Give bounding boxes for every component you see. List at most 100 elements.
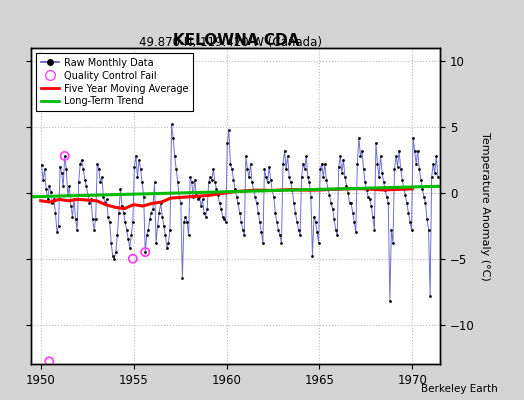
Point <box>206 174 214 180</box>
Point <box>322 176 331 183</box>
Point <box>47 188 55 195</box>
Point <box>262 174 270 180</box>
Point <box>257 229 266 236</box>
Point <box>302 153 310 159</box>
Point <box>163 245 171 251</box>
Point <box>73 226 81 233</box>
Legend: Raw Monthly Data, Quality Control Fail, Five Year Moving Average, Long-Term Tren: Raw Monthly Data, Quality Control Fail, … <box>36 53 193 111</box>
Point <box>412 161 420 167</box>
Point <box>119 209 128 216</box>
Point <box>299 161 308 167</box>
Point <box>406 219 414 225</box>
Point <box>313 229 321 236</box>
Point <box>277 240 286 246</box>
Point <box>104 213 112 220</box>
Point <box>379 179 388 186</box>
Point <box>390 166 399 172</box>
Point <box>310 213 318 220</box>
Point <box>201 213 210 220</box>
Point <box>108 253 117 259</box>
Point <box>420 194 428 200</box>
Point <box>158 213 167 220</box>
Point <box>402 200 411 206</box>
Point <box>231 186 239 192</box>
Point <box>434 174 442 180</box>
Point <box>115 209 123 216</box>
Point <box>381 187 389 194</box>
Point <box>90 226 99 233</box>
Point <box>58 170 66 176</box>
Point <box>339 157 347 163</box>
Point <box>129 256 137 262</box>
Point <box>146 216 154 222</box>
Point <box>175 194 183 200</box>
Point <box>384 200 392 206</box>
Point <box>288 187 297 194</box>
Point <box>418 186 427 192</box>
Point <box>291 209 300 216</box>
Point <box>43 196 52 203</box>
Point <box>389 240 397 246</box>
Point <box>386 298 394 304</box>
Point <box>293 219 301 225</box>
Point <box>280 148 289 154</box>
Point <box>259 240 267 246</box>
Point <box>212 186 221 192</box>
Point <box>428 174 436 180</box>
Point <box>136 166 145 172</box>
Point <box>356 153 365 159</box>
Point <box>143 232 151 238</box>
Point <box>334 163 343 170</box>
Point <box>50 196 58 203</box>
Point <box>149 206 157 212</box>
Point <box>155 209 163 216</box>
Point <box>139 194 148 200</box>
Point <box>230 176 238 183</box>
Point <box>272 219 281 225</box>
Point <box>107 240 115 246</box>
Point <box>285 174 293 180</box>
Point <box>191 176 199 183</box>
Point <box>215 200 224 206</box>
Point <box>166 226 174 233</box>
Point <box>305 179 313 186</box>
Point <box>217 206 225 212</box>
Point <box>97 174 106 180</box>
Point <box>421 200 430 206</box>
Point <box>308 253 316 259</box>
Point <box>161 232 170 238</box>
Point <box>81 176 89 183</box>
Point <box>150 179 159 186</box>
Point <box>194 196 202 203</box>
Point <box>431 170 439 176</box>
Point <box>63 192 72 199</box>
Point <box>147 209 156 216</box>
Point <box>319 174 328 180</box>
Point <box>226 161 235 167</box>
Point <box>82 183 91 190</box>
Point <box>93 161 102 167</box>
Point <box>178 275 187 282</box>
Point <box>42 186 50 192</box>
Point <box>113 232 122 238</box>
Point <box>101 200 109 206</box>
Point <box>78 157 86 163</box>
Point <box>225 126 233 133</box>
Point <box>127 232 136 238</box>
Point <box>184 232 193 238</box>
Text: Berkeley Earth: Berkeley Earth <box>421 384 498 394</box>
Point <box>364 194 373 200</box>
Point <box>316 166 324 172</box>
Point <box>177 200 185 206</box>
Y-axis label: Temperature Anomaly (°C): Temperature Anomaly (°C) <box>480 132 490 280</box>
Point <box>243 166 252 172</box>
Point <box>99 194 107 200</box>
Point <box>407 226 416 233</box>
Point <box>370 226 378 233</box>
Point <box>203 206 211 212</box>
Point <box>232 194 241 200</box>
Point <box>45 183 53 190</box>
Point <box>183 219 191 225</box>
Point <box>228 166 236 172</box>
Point <box>172 166 180 172</box>
